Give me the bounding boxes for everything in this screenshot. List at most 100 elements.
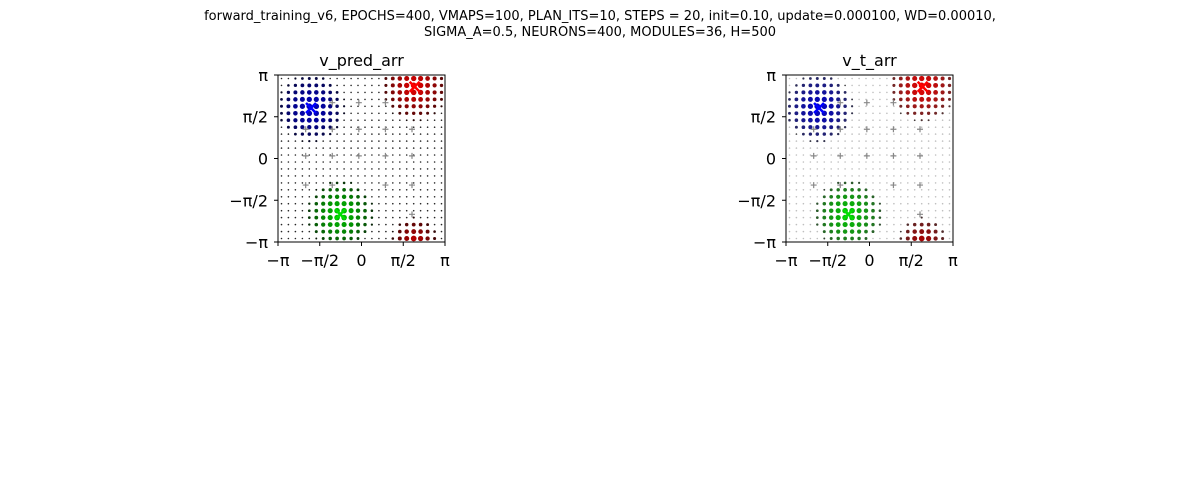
plus-marker — [409, 182, 415, 189]
data-point — [308, 189, 311, 191]
data-point — [795, 168, 798, 170]
data-point — [392, 175, 394, 177]
plus-marker — [329, 99, 336, 106]
data-point — [384, 83, 388, 87]
data-point — [287, 237, 290, 240]
data-point — [328, 90, 333, 95]
data-point — [893, 216, 895, 219]
data-point — [821, 117, 827, 123]
data-point — [350, 168, 352, 170]
data-point — [433, 133, 436, 135]
data-point — [907, 209, 909, 212]
data-point — [418, 222, 423, 227]
data-point — [328, 111, 333, 116]
data-point — [926, 229, 931, 234]
data-point — [341, 229, 347, 234]
data-point — [879, 77, 881, 80]
data-point — [440, 133, 443, 135]
data-point — [378, 91, 380, 94]
data-point — [864, 237, 868, 240]
data-point — [307, 209, 311, 213]
data-point — [948, 237, 951, 240]
data-point — [357, 105, 359, 108]
data-point — [350, 105, 352, 108]
data-point — [809, 196, 812, 198]
data-point — [320, 110, 326, 116]
data-point — [823, 154, 826, 156]
data-point — [335, 97, 339, 102]
data-point — [335, 118, 339, 122]
data-point — [886, 196, 888, 198]
data-point — [829, 132, 833, 136]
plus-marker — [917, 126, 923, 133]
data-point — [321, 132, 325, 136]
data-point — [886, 98, 888, 101]
data-point — [807, 96, 813, 102]
data-point — [900, 147, 902, 149]
data-point — [948, 216, 951, 219]
data-point — [814, 96, 820, 103]
data-point — [301, 168, 304, 170]
data-point — [378, 196, 380, 198]
data-point — [336, 154, 338, 156]
data-point — [900, 196, 902, 198]
data-point — [426, 223, 430, 227]
data-point — [300, 90, 305, 95]
y-tick-label: π/2 — [751, 108, 776, 127]
data-point — [425, 97, 430, 102]
x-tick-label: π — [948, 251, 958, 270]
data-point — [865, 175, 867, 177]
data-point — [363, 230, 367, 234]
data-point — [843, 236, 847, 241]
data-point — [878, 223, 882, 226]
data-point — [343, 133, 345, 135]
data-point — [299, 110, 305, 116]
subplot-v-pred-arr: −π −π/2 0 π/2 π −π −π/2 0 π/2 π v_pred_arr — [229, 51, 450, 270]
data-point — [829, 83, 833, 88]
data-point — [404, 235, 410, 242]
data-point — [350, 91, 352, 94]
data-point — [404, 97, 410, 102]
data-point — [941, 230, 944, 233]
data-point — [307, 83, 312, 88]
plus-marker — [810, 182, 817, 189]
data-point — [907, 175, 909, 177]
data-point — [392, 168, 394, 170]
data-point — [405, 147, 408, 149]
data-point — [795, 154, 798, 156]
data-point — [863, 222, 869, 227]
data-point — [378, 175, 380, 177]
data-point — [385, 175, 387, 177]
data-point — [364, 105, 366, 108]
data-point — [872, 105, 874, 108]
data-point — [795, 161, 798, 163]
data-point — [830, 175, 832, 177]
data-point — [843, 187, 847, 192]
data-point — [814, 90, 820, 95]
data-point — [364, 84, 366, 87]
data-point — [371, 182, 373, 184]
data-point — [364, 77, 366, 80]
data-point — [878, 209, 882, 212]
data-point — [871, 222, 875, 227]
data-point — [329, 168, 332, 170]
data-point — [390, 83, 395, 88]
data-point — [809, 77, 812, 80]
data-point — [370, 209, 374, 212]
data-point — [439, 76, 444, 81]
data-point — [879, 84, 881, 87]
data-point — [927, 182, 930, 184]
data-point — [329, 77, 332, 80]
data-point — [328, 132, 332, 136]
data-point — [321, 77, 325, 80]
data-point — [343, 175, 345, 177]
data-point — [941, 182, 944, 184]
data-point — [872, 84, 874, 87]
data-point — [941, 209, 944, 212]
data-point — [385, 216, 387, 219]
data-point — [835, 201, 841, 207]
data-point — [905, 76, 911, 81]
data-point — [328, 236, 332, 241]
data-point — [412, 133, 415, 135]
data-point — [809, 209, 812, 212]
